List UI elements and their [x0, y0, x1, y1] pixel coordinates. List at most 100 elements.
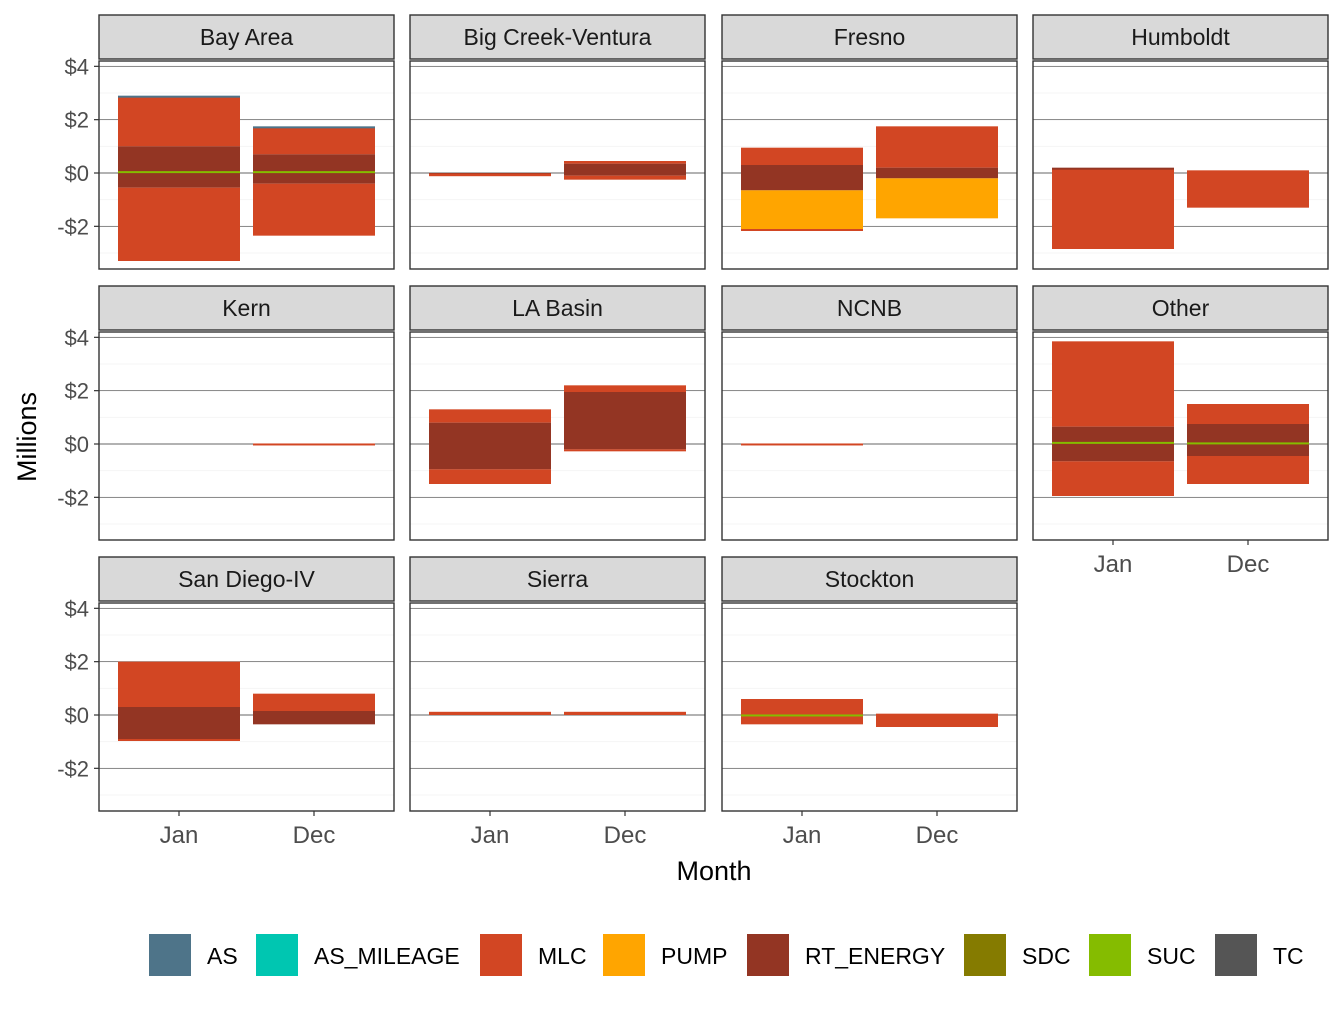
legend-item-as-mileage: AS_MILEAGE [256, 934, 460, 976]
bar-segment-dec-rt_energy [564, 392, 686, 444]
legend-label: MLC [538, 943, 587, 969]
bar-segment-jan-mlc [118, 661, 240, 707]
facet-strip [409, 14, 706, 60]
facet-strip [98, 14, 395, 60]
bar-segment-jan-mlc [429, 711, 551, 715]
facet-strip [98, 285, 395, 331]
bar-segment-jan-mlc [1052, 461, 1174, 496]
y-tick-label: $4 [65, 596, 89, 621]
bar-segment-dec-mlc [564, 175, 686, 180]
bar-segment-jan-rt_energy [118, 707, 240, 715]
x-axis-title: Month [676, 856, 751, 886]
legend-swatch [603, 934, 645, 976]
panels-layer: Bay Area -$2 $0 $2 $4 Big Creek-Ventura Fresno… [57, 14, 1329, 849]
legend-item-as: AS [149, 934, 238, 976]
facet-strip-label: Fresno [834, 24, 906, 50]
panel-background [99, 332, 394, 540]
bar-segment-dec-suc [1187, 442, 1309, 445]
x-tick-label: Dec [1227, 551, 1270, 578]
bar-segment-dec-mlc [253, 443, 375, 446]
bar-segment-dec-rt_energy [253, 154, 375, 172]
panel-la-basin: LA Basin [409, 285, 706, 541]
x-tick-label: Dec [916, 822, 959, 849]
bar-segment-dec-mlc [1187, 404, 1309, 424]
facet-strip [409, 285, 706, 331]
legend-swatch [1089, 934, 1131, 976]
panel-border [98, 602, 395, 812]
legend-item-mlc: MLC [480, 934, 587, 976]
bar-segment-dec-rt_energy [253, 711, 375, 715]
bar-segment-dec-rt_energy [876, 167, 998, 173]
panel-border [1032, 331, 1329, 541]
legend-label: PUMP [661, 943, 727, 969]
legend-item-tc: TC [1215, 934, 1304, 976]
panel-border [721, 331, 1018, 541]
bar-segment-dec-mlc [1187, 170, 1309, 173]
panel-border [409, 331, 706, 541]
panel-border [98, 60, 395, 270]
legend-swatch [256, 934, 298, 976]
bar-segment-jan-rt_energy [1052, 442, 1174, 462]
bar-segment-dec-rt_energy [1187, 442, 1309, 456]
panel-kern: Kern -$2 $0 $2 $4 [57, 285, 395, 541]
bar-segment-dec-mlc [253, 183, 375, 236]
y-tick-label: $0 [65, 161, 89, 186]
bar-segment-jan-mlc [741, 443, 863, 446]
facet-strip-label: Humboldt [1131, 24, 1230, 50]
bar-segment-jan-mlc [1052, 173, 1174, 249]
bar-segment-jan-mlc [429, 409, 551, 423]
legend-swatch [149, 934, 191, 976]
panel-humboldt: Humboldt [1032, 14, 1329, 270]
facet-strip-label: San Diego-IV [178, 566, 315, 592]
bar-segment-dec-mlc [564, 449, 686, 452]
x-tick-label: Jan [783, 822, 822, 849]
facet-strip [98, 556, 395, 602]
bar-segment-jan-suc [741, 714, 863, 717]
bar-segment-dec-mlc [1187, 173, 1309, 208]
y-tick-label: -$2 [57, 214, 89, 239]
y-tick-label: $0 [65, 703, 89, 728]
legend: AS AS_MILEAGE MLC PUMP RT_ENERGY SDC SUC TC [149, 934, 1304, 976]
facet-strip-label: Bay Area [200, 24, 294, 50]
panel-border [1032, 60, 1329, 270]
facet-strip-label: NCNB [837, 295, 902, 321]
y-tick-label: -$2 [57, 756, 89, 781]
bar-segment-dec-mlc [253, 127, 375, 155]
y-tick-label: -$2 [57, 485, 89, 510]
bar-segment-jan-mlc [1052, 169, 1174, 173]
bar-segment-jan-mlc [741, 147, 863, 165]
panel-border [98, 331, 395, 541]
panel-bay-area: Bay Area -$2 $0 $2 $4 [57, 14, 395, 270]
y-axis-title: Millions [12, 392, 42, 482]
panel-background [722, 332, 1017, 540]
bar-segment-dec-suc [253, 171, 375, 174]
bar-segment-dec-rt_energy [564, 173, 686, 176]
bar-segment-jan-mlc [1052, 341, 1174, 427]
legend-swatch [747, 934, 789, 976]
panel-big-creek-ventura: Big Creek-Ventura [409, 14, 706, 270]
panel-border [721, 60, 1018, 270]
legend-label: SUC [1147, 943, 1196, 969]
legend-item-suc: SUC [1089, 934, 1196, 976]
bar-segment-jan-rt_energy [118, 715, 240, 739]
bar-segment-dec-mlc [876, 713, 998, 716]
panel-fresno: Fresno [721, 14, 1018, 270]
bar-segment-jan-rt_energy [429, 422, 551, 444]
bar-segment-jan-rt_energy [1052, 426, 1174, 443]
bar-segment-jan-mlc [741, 715, 863, 725]
panel-sierra: Sierra Jan Dec [409, 556, 706, 849]
x-tick-label: Dec [604, 822, 647, 849]
facet-strip [721, 14, 1018, 60]
bar-segment-jan-mlc [429, 469, 551, 484]
bar-segment-dec-rt_energy [564, 163, 686, 173]
bar-segment-jan-rt_energy [118, 171, 240, 188]
y-tick-label: $4 [65, 54, 89, 79]
panel-background [410, 603, 705, 811]
panel-other: Other Jan Dec [1032, 285, 1329, 578]
bar-segment-dec-mlc [564, 161, 686, 164]
legend-label: AS_MILEAGE [314, 943, 460, 969]
x-tick-label: Jan [1094, 551, 1133, 578]
panel-border [721, 602, 1018, 812]
bar-segment-jan-mlc [118, 739, 240, 741]
